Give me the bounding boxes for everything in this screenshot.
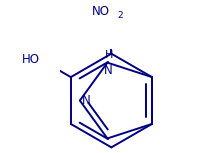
Text: HO: HO: [22, 53, 40, 66]
Text: 2: 2: [117, 11, 123, 20]
Text: H: H: [104, 50, 113, 60]
Text: NO: NO: [92, 5, 110, 18]
Text: N: N: [104, 64, 113, 77]
Text: N: N: [82, 94, 91, 107]
